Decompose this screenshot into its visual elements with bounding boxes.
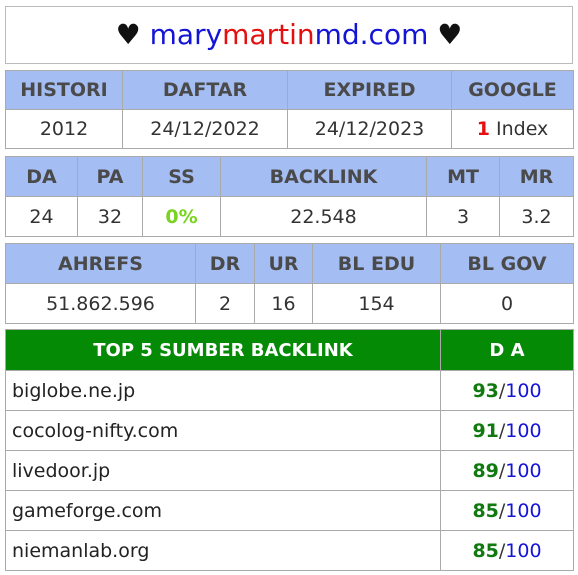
header-da: DA xyxy=(5,156,78,197)
da-max: 100 xyxy=(505,539,542,562)
header-da-score: D A xyxy=(440,329,574,371)
title-part-mary: mary xyxy=(149,18,223,51)
moz-metrics-table: DA PA SS BACKLINK MT MR 24 32 0% 22.548 … xyxy=(5,156,574,237)
ahrefs-metrics-table: AHREFS DR UR BL EDU BL GOV 51.862.596 2 … xyxy=(5,243,574,324)
table-row: 2012 24/12/2022 24/12/2023 1 Index xyxy=(5,109,574,149)
header-histori: HISTORI xyxy=(5,70,123,110)
da-max: 100 xyxy=(505,499,542,522)
google-index-count: 1 xyxy=(476,118,490,140)
source-site: livedoor.jp xyxy=(5,450,441,491)
header-top-sources: TOP 5 SUMBER BACKLINK xyxy=(5,329,441,371)
source-da: 85/100 xyxy=(440,490,574,531)
backlink-value: 22.548 xyxy=(220,196,427,237)
title-part-martin: martin xyxy=(222,18,315,51)
top-backlink-sources-table: TOP 5 SUMBER BACKLINK D A biglobe.ne.jp … xyxy=(5,329,574,571)
source-da: 91/100 xyxy=(440,410,574,451)
table-header-row: HISTORI DAFTAR EXPIRED GOOGLE xyxy=(5,70,574,110)
header-dr: DR xyxy=(195,243,255,284)
table-row: gameforge.com 85/100 xyxy=(5,490,574,531)
da-value: 24 xyxy=(5,196,78,237)
ahrefs-value: 51.862.596 xyxy=(5,283,196,324)
source-site: niemanlab.org xyxy=(5,530,441,571)
header-bl-edu: BL EDU xyxy=(312,243,441,284)
header-expired: EXPIRED xyxy=(287,70,452,110)
histori-value: 2012 xyxy=(5,109,123,149)
source-site: biglobe.ne.jp xyxy=(5,370,441,411)
header-bl-gov: BL GOV xyxy=(440,243,574,284)
site-title: ♥ marymartinmd.com ♥ xyxy=(5,6,573,64)
source-da: 89/100 xyxy=(440,450,574,491)
da-separator: / xyxy=(498,539,506,562)
google-value: 1 Index xyxy=(451,109,574,149)
da-separator: / xyxy=(498,499,506,522)
da-separator: / xyxy=(498,459,506,482)
table-header-row: DA PA SS BACKLINK MT MR xyxy=(5,156,574,197)
heart-icon: ♥ xyxy=(437,18,463,51)
table-row: niemanlab.org 85/100 xyxy=(5,530,574,571)
header-ss: SS xyxy=(142,156,221,197)
da-max: 100 xyxy=(505,459,542,482)
mr-value: 3.2 xyxy=(499,196,574,237)
header-mr: MR xyxy=(499,156,574,197)
table-header-row: AHREFS DR UR BL EDU BL GOV xyxy=(5,243,574,284)
dr-value: 2 xyxy=(195,283,255,324)
source-da: 85/100 xyxy=(440,530,574,571)
ur-value: 16 xyxy=(254,283,313,324)
table-row: cocolog-nifty.com 91/100 xyxy=(5,410,574,451)
table-row: livedoor.jp 89/100 xyxy=(5,450,574,491)
da-score: 91 xyxy=(472,419,499,442)
header-backlink: BACKLINK xyxy=(220,156,427,197)
header-daftar: DAFTAR xyxy=(122,70,288,110)
header-ur: UR xyxy=(254,243,313,284)
table-header-row: TOP 5 SUMBER BACKLINK D A xyxy=(5,329,574,371)
header-pa: PA xyxy=(77,156,143,197)
expired-value: 24/12/2023 xyxy=(287,109,452,149)
google-index-label: Index xyxy=(495,118,549,140)
table-row: 51.862.596 2 16 154 0 xyxy=(5,283,574,324)
source-site: cocolog-nifty.com xyxy=(5,410,441,451)
da-score: 93 xyxy=(472,379,499,402)
daftar-value: 24/12/2022 xyxy=(122,109,288,149)
source-site: gameforge.com xyxy=(5,490,441,531)
da-max: 100 xyxy=(505,379,542,402)
bl-gov-value: 0 xyxy=(440,283,574,324)
pa-value: 32 xyxy=(77,196,143,237)
table-row: 24 32 0% 22.548 3 3.2 xyxy=(5,196,574,237)
da-score: 85 xyxy=(472,539,499,562)
da-score: 89 xyxy=(472,459,499,482)
da-score: 85 xyxy=(472,499,499,522)
header-google: GOOGLE xyxy=(451,70,574,110)
header-ahrefs: AHREFS xyxy=(5,243,196,284)
da-max: 100 xyxy=(505,419,542,442)
da-separator: / xyxy=(498,379,506,402)
header-mt: MT xyxy=(426,156,500,197)
table-row: biglobe.ne.jp 93/100 xyxy=(5,370,574,411)
heart-icon: ♥ xyxy=(115,18,141,51)
title-part-md: md.com xyxy=(314,18,429,51)
bl-edu-value: 154 xyxy=(312,283,441,324)
ss-value: 0% xyxy=(142,196,221,237)
domain-info-table: HISTORI DAFTAR EXPIRED GOOGLE 2012 24/12… xyxy=(5,70,574,149)
mt-value: 3 xyxy=(426,196,500,237)
da-separator: / xyxy=(498,419,506,442)
source-da: 93/100 xyxy=(440,370,574,411)
